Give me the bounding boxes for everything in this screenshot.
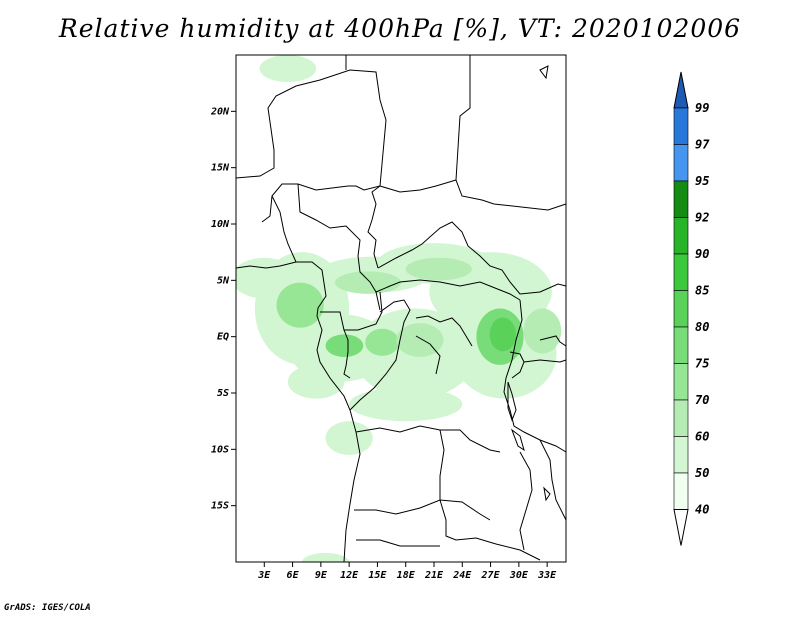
humidity-shading-layer: [236, 55, 562, 562]
country-borders-layer: [235, 55, 567, 563]
lat-tick-label: 15N: [211, 163, 230, 174]
lat-tick-label: 10N: [211, 219, 230, 230]
humidity-patch: [349, 387, 463, 422]
coastline-east: [455, 55, 567, 211]
colorbar-box: [673, 253, 689, 291]
border: [235, 69, 387, 223]
border: [503, 299, 567, 453]
border: [356, 539, 440, 547]
border: [320, 291, 383, 331]
lon-tick-label: 6E: [287, 570, 300, 581]
humidity-patch: [325, 421, 373, 455]
river-outline: [415, 335, 441, 375]
border: [354, 499, 491, 521]
humidity-patch: [335, 271, 401, 294]
border: [349, 299, 411, 411]
lat-tick-label: EQ: [217, 332, 229, 343]
colorbar-label: 95: [695, 174, 709, 188]
humidity-patch: [302, 552, 350, 562]
lake-outline: [543, 486, 551, 502]
colorbar-box: [673, 180, 689, 218]
border: [355, 425, 501, 453]
lon-tick-label: 18E: [397, 570, 416, 581]
island-outline: [539, 65, 549, 80]
lon-tick-label: 9E: [315, 570, 328, 581]
river-outline: [415, 315, 473, 347]
colorbar-label: 97: [695, 138, 710, 152]
border: [377, 221, 567, 295]
colorbar-label: 50: [695, 466, 709, 480]
border: [539, 439, 567, 521]
humidity-patch: [365, 328, 400, 356]
border: [297, 183, 381, 311]
colorbar-label: 80: [695, 320, 709, 334]
colorbar-label: 40: [695, 503, 709, 517]
humidity-patch: [287, 364, 345, 399]
colorbar-label: 92: [695, 211, 709, 225]
humidity-patch: [405, 257, 472, 281]
lon-tick-label: 21E: [424, 570, 444, 581]
lon-tick-label: 3E: [257, 570, 271, 581]
lake-outline: [510, 428, 525, 452]
coastline-west: [235, 261, 361, 563]
map-axes: 3E 6E 9E 12E 15E 18E 21E 24E 27E 30E 33E 20N 15N 10N 5…: [210, 106, 557, 581]
lat-tick-label: 15S: [211, 501, 229, 512]
border: [439, 429, 445, 500]
border: [343, 329, 351, 379]
border: [375, 279, 521, 301]
humidity-patch: [259, 55, 317, 83]
colorbar-label: 75: [695, 357, 709, 371]
lat-tick-label: 20N: [210, 106, 230, 117]
colorbar-top-triangle: [673, 71, 689, 109]
border: [439, 499, 541, 561]
humidity-patch: [325, 334, 364, 357]
colorbar-bottom-triangle: [673, 509, 689, 546]
colorbar-box: [673, 144, 689, 182]
lat-tick-label: 5S: [217, 388, 229, 399]
lat-tick-label: 5N: [217, 275, 230, 286]
map-title: Relative humidity at 400hPa [%], VT: 202…: [58, 14, 742, 43]
border: [539, 335, 567, 347]
lon-tick-label: 33E: [537, 570, 557, 581]
humidity-patch: [523, 308, 562, 354]
lon-tick-label: 24E: [452, 570, 472, 581]
colorbar-box: [673, 399, 689, 437]
map-frame: [235, 54, 567, 563]
colorbar-box: [673, 363, 689, 401]
border: [271, 195, 297, 263]
border: [523, 359, 567, 363]
lat-tick-label: 10S: [211, 444, 229, 455]
grads-credit: GrADS: IGES/COLA: [4, 603, 91, 613]
colorbar-box: [673, 290, 689, 328]
lon-tick-label: 27E: [481, 570, 501, 581]
colorbar-label: 85: [695, 284, 709, 298]
colorbar-box: [673, 217, 689, 255]
humidity-patch: [489, 317, 517, 352]
lon-tick-label: 12E: [340, 570, 359, 581]
colorbar-box: [673, 107, 689, 145]
colorbar-label: 90: [695, 247, 709, 261]
lake-outline: [507, 381, 517, 422]
border: [367, 185, 381, 269]
colorbar-label: 70: [695, 393, 709, 407]
border: [379, 179, 457, 193]
colorbar: 40 50 60 70 75 80 85 90 92 95 97 99: [673, 71, 710, 546]
lon-tick-label: 15E: [368, 570, 387, 581]
border: [519, 451, 533, 551]
colorbar-box: [673, 436, 689, 474]
humidity-patch: [396, 323, 444, 357]
colorbar-box: [673, 326, 689, 364]
colorbar-label: 99: [695, 101, 709, 115]
lon-tick-label: 30E: [509, 570, 529, 581]
colorbar-label: 60: [695, 430, 709, 444]
colorbar-box: [673, 472, 689, 510]
humidity-patch: [276, 282, 324, 328]
